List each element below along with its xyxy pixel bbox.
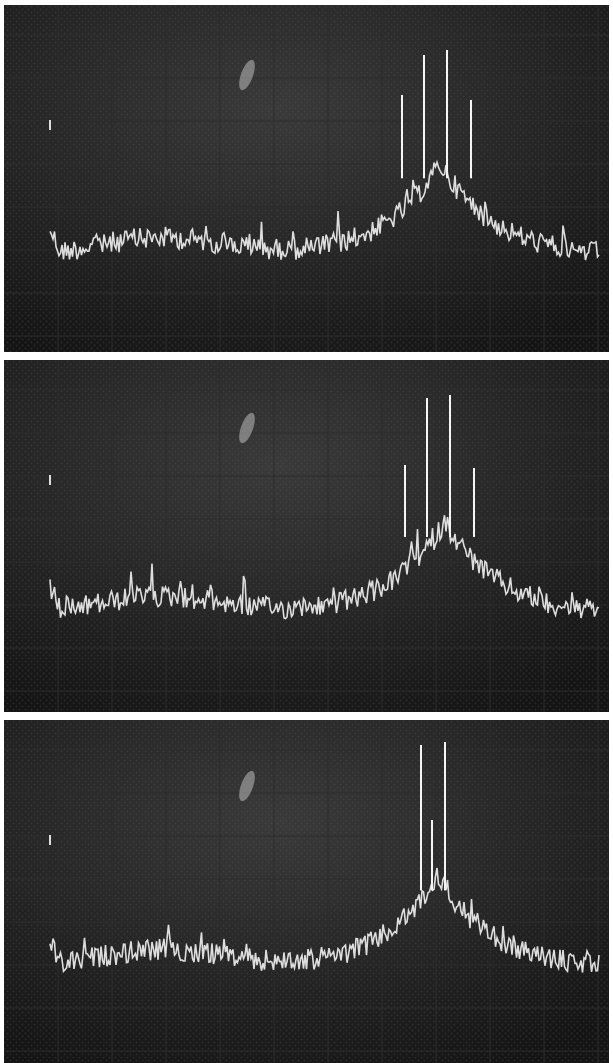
scope-panel xyxy=(4,5,609,352)
screen-texture xyxy=(4,720,609,1063)
spectrum-trace xyxy=(49,159,600,261)
glare-spot xyxy=(239,770,255,802)
spectrum-trace xyxy=(49,515,600,620)
panels xyxy=(4,5,609,1063)
glare-spot xyxy=(239,59,255,91)
scope-panel xyxy=(4,720,609,1063)
screen-texture xyxy=(4,360,609,712)
spectrum-trace xyxy=(49,867,600,974)
scope-panel xyxy=(4,360,609,712)
screen-texture xyxy=(4,5,609,352)
glare-spot xyxy=(239,412,255,444)
